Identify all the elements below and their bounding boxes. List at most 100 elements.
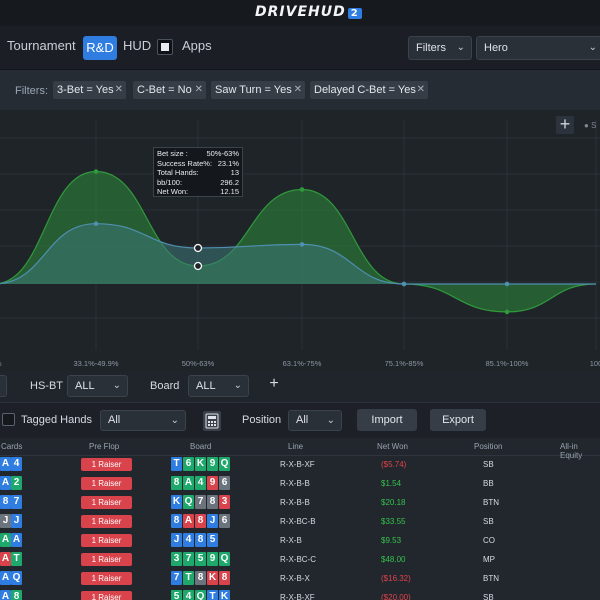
board-dropdown[interactable]: ALL ⌄ bbox=[188, 375, 249, 397]
hud-toggle-checkbox[interactable] bbox=[157, 39, 173, 55]
filter-chip-label: 3-Bet = Yes bbox=[57, 84, 114, 96]
data-point bbox=[93, 169, 99, 174]
tab-tournament[interactable]: Tournament bbox=[7, 38, 76, 53]
net-won-cell: $48.00 bbox=[381, 555, 406, 564]
board-card: 8 bbox=[171, 514, 182, 528]
board-card: Q bbox=[219, 457, 230, 471]
position-dropdown-value: All bbox=[296, 414, 309, 426]
tab-rd[interactable]: R&D bbox=[83, 36, 117, 60]
x-tick-label: 50%-63% bbox=[182, 359, 215, 368]
board-card: 9 bbox=[207, 476, 218, 490]
col-line[interactable]: Line bbox=[288, 442, 304, 451]
hole-card: 7 bbox=[11, 495, 22, 509]
preflop-badge: 1 Raiser bbox=[81, 515, 132, 528]
position-dropdown[interactable]: All ⌄ bbox=[288, 410, 342, 431]
board-card: 5 bbox=[207, 533, 218, 547]
board-label: Board bbox=[150, 380, 180, 392]
hsbt-dropdown-value: ALL bbox=[75, 380, 95, 392]
board-card: Q bbox=[183, 495, 194, 509]
add-chart-button[interactable]: + bbox=[556, 115, 574, 134]
close-icon[interactable]: ✕ bbox=[293, 84, 302, 95]
add-filter-button[interactable]: + bbox=[269, 375, 279, 392]
board-card: Q bbox=[219, 552, 230, 566]
line-cell: R-X-B-B bbox=[280, 479, 310, 488]
board-card: K bbox=[207, 571, 218, 585]
board-card: T bbox=[171, 457, 182, 471]
series-line bbox=[0, 223, 596, 285]
active-filters-bar: Filters: 3-Bet = Yes ✕ C-Bet = No ✕ Saw Tu… bbox=[0, 70, 600, 110]
chevron-down-icon: ⌄ bbox=[170, 415, 179, 426]
col-preflop[interactable]: Pre Flop bbox=[89, 442, 120, 451]
chevron-down-icon: ⌄ bbox=[456, 42, 465, 53]
hover-point bbox=[193, 261, 203, 271]
filter-chip[interactable]: Saw Turn = Yes ✕ bbox=[211, 81, 305, 99]
hsbt-label: HS-BT bbox=[30, 380, 63, 392]
filter-chip[interactable]: C-Bet = No ✕ bbox=[133, 81, 206, 99]
col-board[interactable]: Board bbox=[190, 442, 212, 451]
position-cell: SB bbox=[483, 593, 494, 600]
chevron-down-icon: ⌄ bbox=[326, 415, 335, 426]
tab-hud[interactable]: HUD bbox=[123, 38, 152, 53]
filter-chip[interactable]: 3-Bet = Yes ✕ bbox=[53, 81, 126, 99]
col-position[interactable]: Position bbox=[474, 442, 503, 451]
calculator-icon[interactable] bbox=[203, 411, 221, 431]
player-dropdown[interactable]: Hero ⌄ bbox=[476, 36, 600, 60]
table-toolbar: Tagged Hands All ⌄ Position All ⌄ Import E… bbox=[0, 402, 600, 438]
board-card: 6 bbox=[219, 476, 230, 490]
tagged-hands-value: All bbox=[108, 414, 121, 426]
board-card: 8 bbox=[195, 514, 206, 528]
net-won-cell: ($5.74) bbox=[381, 460, 407, 469]
board-card: K bbox=[219, 590, 230, 600]
net-won-cell: ($20.00) bbox=[381, 593, 411, 600]
tooltip-value: 23.1% bbox=[217, 158, 239, 168]
data-point bbox=[299, 242, 305, 247]
filter-chip[interactable]: Delayed C-Bet = Yes ✕ bbox=[310, 81, 428, 99]
table-header: Cards Pre Flop Board Line Net Won Positi… bbox=[0, 438, 600, 460]
position-cell: MP bbox=[483, 555, 495, 564]
hole-card: A bbox=[0, 552, 11, 566]
close-icon[interactable]: ✕ bbox=[114, 84, 123, 95]
left-dropdown-stub[interactable] bbox=[0, 375, 7, 397]
main-nav: Tournament R&D HUD Apps Filters ⌄ Hero ⌄ bbox=[0, 26, 600, 70]
hole-card: 2 bbox=[11, 476, 22, 490]
import-button[interactable]: Import bbox=[357, 409, 417, 431]
chart-canvas: 63% 33.1%-49.9% 50%-63% 63.1%-75% 75.1%-85% 8… bbox=[0, 120, 600, 368]
tooltip-key: Net Won: bbox=[157, 187, 189, 197]
close-icon[interactable]: ✕ bbox=[194, 84, 203, 95]
tagged-hands-checkbox[interactable] bbox=[2, 413, 15, 426]
net-won-cell: $20.18 bbox=[381, 498, 406, 507]
data-point bbox=[504, 281, 510, 287]
data-point bbox=[299, 187, 305, 192]
filters-dropdown[interactable]: Filters ⌄ bbox=[408, 36, 472, 60]
board-card: 9 bbox=[207, 457, 218, 471]
hole-card: 8 bbox=[11, 590, 22, 600]
line-cell: R-X-BC-B bbox=[280, 517, 316, 526]
col-allin-equity[interactable]: All-in Equity bbox=[560, 442, 583, 460]
hole-card: A bbox=[0, 571, 11, 585]
close-icon[interactable]: ✕ bbox=[416, 84, 425, 95]
board-card: K bbox=[171, 495, 182, 509]
tab-apps[interactable]: Apps bbox=[182, 38, 212, 53]
tagged-hands-dropdown[interactable]: All ⌄ bbox=[100, 410, 186, 431]
hole-card: A bbox=[0, 476, 11, 490]
col-net-won[interactable]: Net Won bbox=[377, 442, 408, 451]
board-card: 5 bbox=[171, 590, 182, 600]
tooltip-key: Bet size : bbox=[157, 149, 188, 158]
col-cards[interactable]: Cards bbox=[1, 442, 23, 451]
board-card: 8 bbox=[195, 533, 206, 547]
line-cell: R-X-B bbox=[280, 536, 302, 545]
board-card: J bbox=[207, 514, 218, 528]
export-button[interactable]: Export bbox=[430, 409, 486, 431]
hole-card: T bbox=[11, 552, 22, 566]
hole-card: 4 bbox=[11, 457, 22, 471]
hsbt-dropdown[interactable]: ALL ⌄ bbox=[67, 375, 128, 397]
x-tick-label: 100 bbox=[590, 359, 600, 368]
